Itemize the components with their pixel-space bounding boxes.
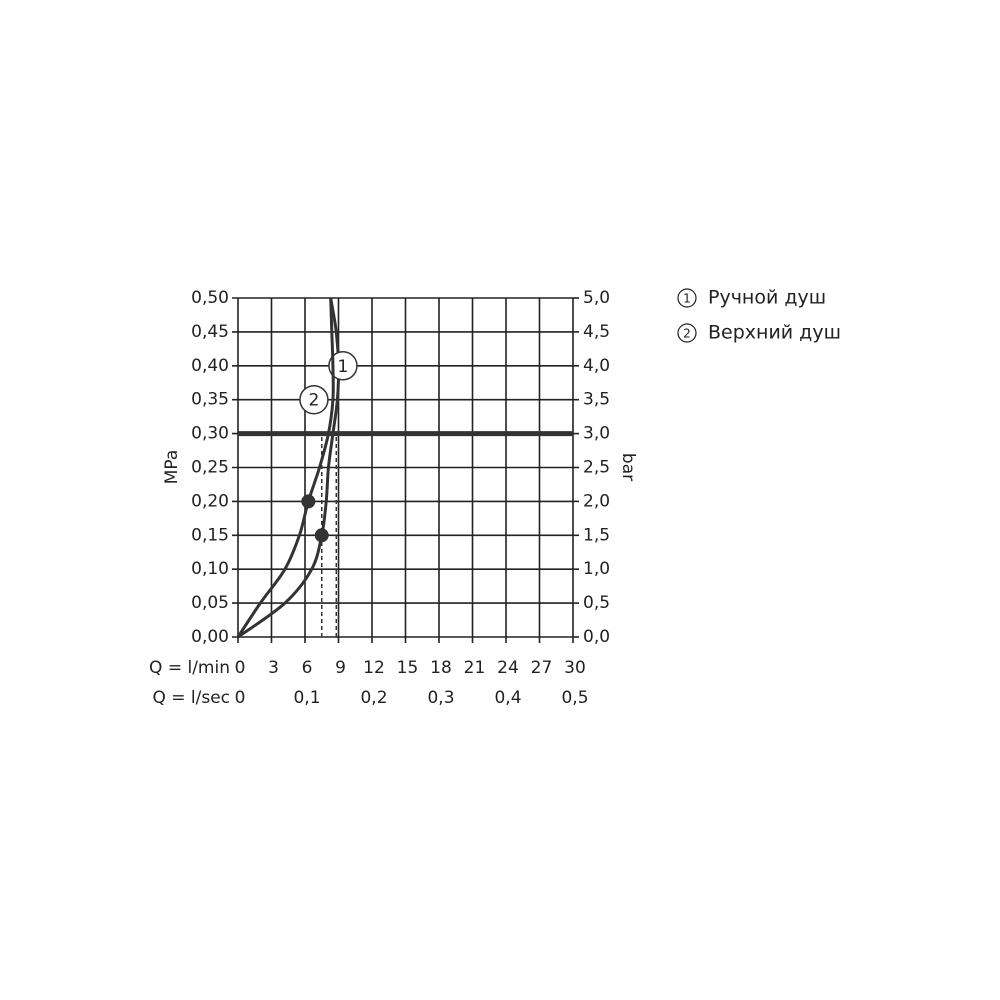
curve [236, 297, 335, 638]
y2-tick-label: 4,5 [583, 322, 610, 342]
x2-tick-label: 0,3 [427, 688, 454, 708]
y2-tick-label: 0,5 [583, 593, 610, 613]
y-tick-label: 0,00 [191, 627, 229, 647]
x2-tick-label: 0,4 [494, 688, 521, 708]
x2-tick-label: 0,1 [293, 688, 320, 708]
y2-axis-label: bar [618, 453, 638, 481]
x-tick-label: 18 [430, 658, 452, 678]
y-tick-label: 0,35 [191, 390, 229, 410]
curve-label: 1 [338, 357, 349, 377]
marker [301, 494, 316, 509]
legend-number: 2 [683, 327, 691, 341]
x-tick-label: 3 [268, 658, 279, 678]
x-tick-label: 15 [397, 658, 419, 678]
x-tick-label: 24 [497, 658, 519, 678]
x2-tick-label: 0 [235, 688, 246, 708]
y-tick-label: 0,05 [191, 593, 229, 613]
curve-label-circle [299, 384, 329, 415]
x-tick-label: 12 [363, 658, 385, 678]
curve-label-circle [328, 351, 358, 381]
y2-tick-label: 1,5 [583, 525, 610, 545]
y-tick-label: 0,40 [191, 356, 229, 376]
y-tick-label: 0,45 [191, 322, 229, 342]
marker [314, 528, 329, 543]
y-tick-label: 0,50 [191, 288, 229, 308]
y-tick-label: 0,25 [191, 458, 229, 478]
y2-tick-label: 2,0 [583, 491, 610, 511]
x-tick-label: 21 [464, 658, 486, 678]
x-axis-label: Q = l/min [149, 658, 230, 678]
y2-tick-label: 2,5 [583, 458, 610, 478]
legend-number: 1 [683, 292, 691, 306]
y-tick-label: 0,15 [191, 525, 229, 545]
y-axis-label: MPa [162, 450, 182, 485]
x-tick-label: 30 [564, 658, 586, 678]
y2-tick-label: 4,0 [583, 356, 610, 376]
curve-label: 2 [309, 391, 320, 411]
y2-tick-label: 0,0 [583, 627, 610, 647]
y-tick-label: 0,30 [191, 424, 229, 444]
legend-label: Ручной душ [708, 287, 826, 309]
x-tick-label: 0 [235, 658, 246, 678]
x2-tick-label: 0,2 [360, 688, 387, 708]
y-tick-label: 0,10 [191, 559, 229, 579]
legend-circle [677, 288, 697, 308]
y2-tick-label: 5,0 [583, 288, 610, 308]
x2-axis-label: Q = l/sec [152, 688, 230, 708]
x2-tick-label: 0,5 [561, 688, 588, 708]
x-tick-label: 6 [302, 658, 313, 678]
y2-tick-label: 3,5 [583, 390, 610, 410]
legend-circle [677, 323, 697, 343]
x-tick-label: 27 [531, 658, 553, 678]
legend-label: Верхний душ [708, 322, 841, 344]
x-tick-label: 9 [335, 658, 346, 678]
y2-tick-label: 3,0 [583, 424, 610, 444]
y2-tick-label: 1,0 [583, 559, 610, 579]
y-tick-label: 0,20 [191, 491, 229, 511]
